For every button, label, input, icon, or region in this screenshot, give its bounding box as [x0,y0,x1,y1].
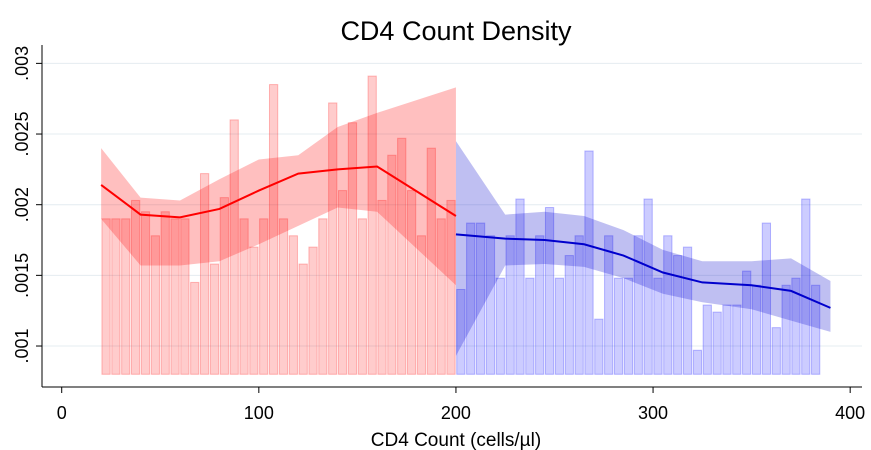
histogram-bar [712,311,722,375]
histogram-bar [131,199,141,375]
histogram-bar [682,246,693,375]
histogram-bar [791,277,801,375]
fit-line [455,233,831,309]
histogram-bar [456,288,466,375]
histogram-bar [180,218,190,375]
histogram-bar [190,281,200,375]
x-tick-label: 400 [835,403,865,423]
histogram-bar [653,277,663,375]
histogram-bar [485,235,496,375]
histogram-bar [160,211,170,375]
histogram-bar [495,277,505,375]
confidence-band [455,141,831,356]
chart-title: CD4 Count Density [340,16,572,46]
histogram-bar [564,255,574,375]
histogram-bar [150,235,160,375]
histogram-bar [397,137,407,375]
histogram-bar [623,277,634,375]
y-tick-label: .0015 [12,253,32,298]
histogram-bar [771,327,781,375]
histogram-bar [199,173,210,375]
histogram-bar [357,218,367,375]
histogram-bar [505,235,515,375]
histogram-bar [426,147,436,375]
histogram-bar [475,222,486,375]
histogram-bar [140,211,151,375]
histogram-bar [633,235,643,375]
histogram-bar [288,235,298,375]
histogram-bar [594,318,604,375]
histogram-bar [318,218,328,375]
histogram-bar [259,218,269,375]
histogram-bar [574,235,584,375]
x-tick-label: 300 [638,403,668,423]
histogram-bar [377,199,387,375]
histogram-bar [544,207,555,375]
histogram-bar [101,218,111,375]
histogram-bar [308,246,318,375]
histogram-bar [229,119,239,375]
x-tick-label: 200 [441,403,471,423]
histogram-bar [613,277,624,375]
histogram-bar [416,235,427,375]
histogram-bar [367,75,377,375]
histogram-bar [584,150,594,375]
x-tick-label: 100 [244,403,274,423]
histogram-bar [278,218,289,375]
y-tick-label: .003 [12,46,32,81]
confidence-band [101,87,456,286]
histogram-bar [604,235,614,375]
histogram-bar [535,235,545,375]
histogram-bar [692,349,703,375]
histogram-bar [170,218,180,375]
y-tick-label: .002 [12,187,32,222]
histogram-bar [663,235,673,375]
histogram-bar [722,304,732,375]
histogram-bar [525,277,535,375]
histogram-bar [761,222,772,375]
histogram-bar [732,304,742,375]
histogram-bar [111,218,121,375]
x-tick-label: 0 [57,403,67,423]
histogram-bar [801,198,811,375]
histogram-bar [219,197,229,375]
histogram-bar [387,154,397,375]
histogram-bar [436,218,446,375]
histogram-bar [446,199,456,375]
histogram-bar [239,218,249,375]
histogram-bar [742,270,752,375]
histogram-bar [209,263,220,375]
histogram-bar [515,198,525,375]
histogram-bar [121,218,131,375]
histogram-bar [406,190,417,375]
histogram-bar [811,284,821,375]
histogram-bar [298,263,308,375]
fit-line [100,165,457,219]
histogram-bar [347,122,358,375]
histogram-bar [702,304,712,375]
histogram-bar [328,102,338,375]
y-tick-label: .001 [12,328,32,363]
histogram-bar [337,190,348,375]
y-tick-label: .0025 [12,112,32,157]
histogram-bar [554,277,565,375]
histogram-bar [268,84,279,375]
x-axis-label: CD4 Count (cells/µl) [371,430,541,450]
histogram-bar [643,198,653,375]
histogram-bar [781,284,791,375]
histogram-bar [466,222,476,375]
histogram-bar [249,246,259,375]
histogram-bar [673,255,683,375]
